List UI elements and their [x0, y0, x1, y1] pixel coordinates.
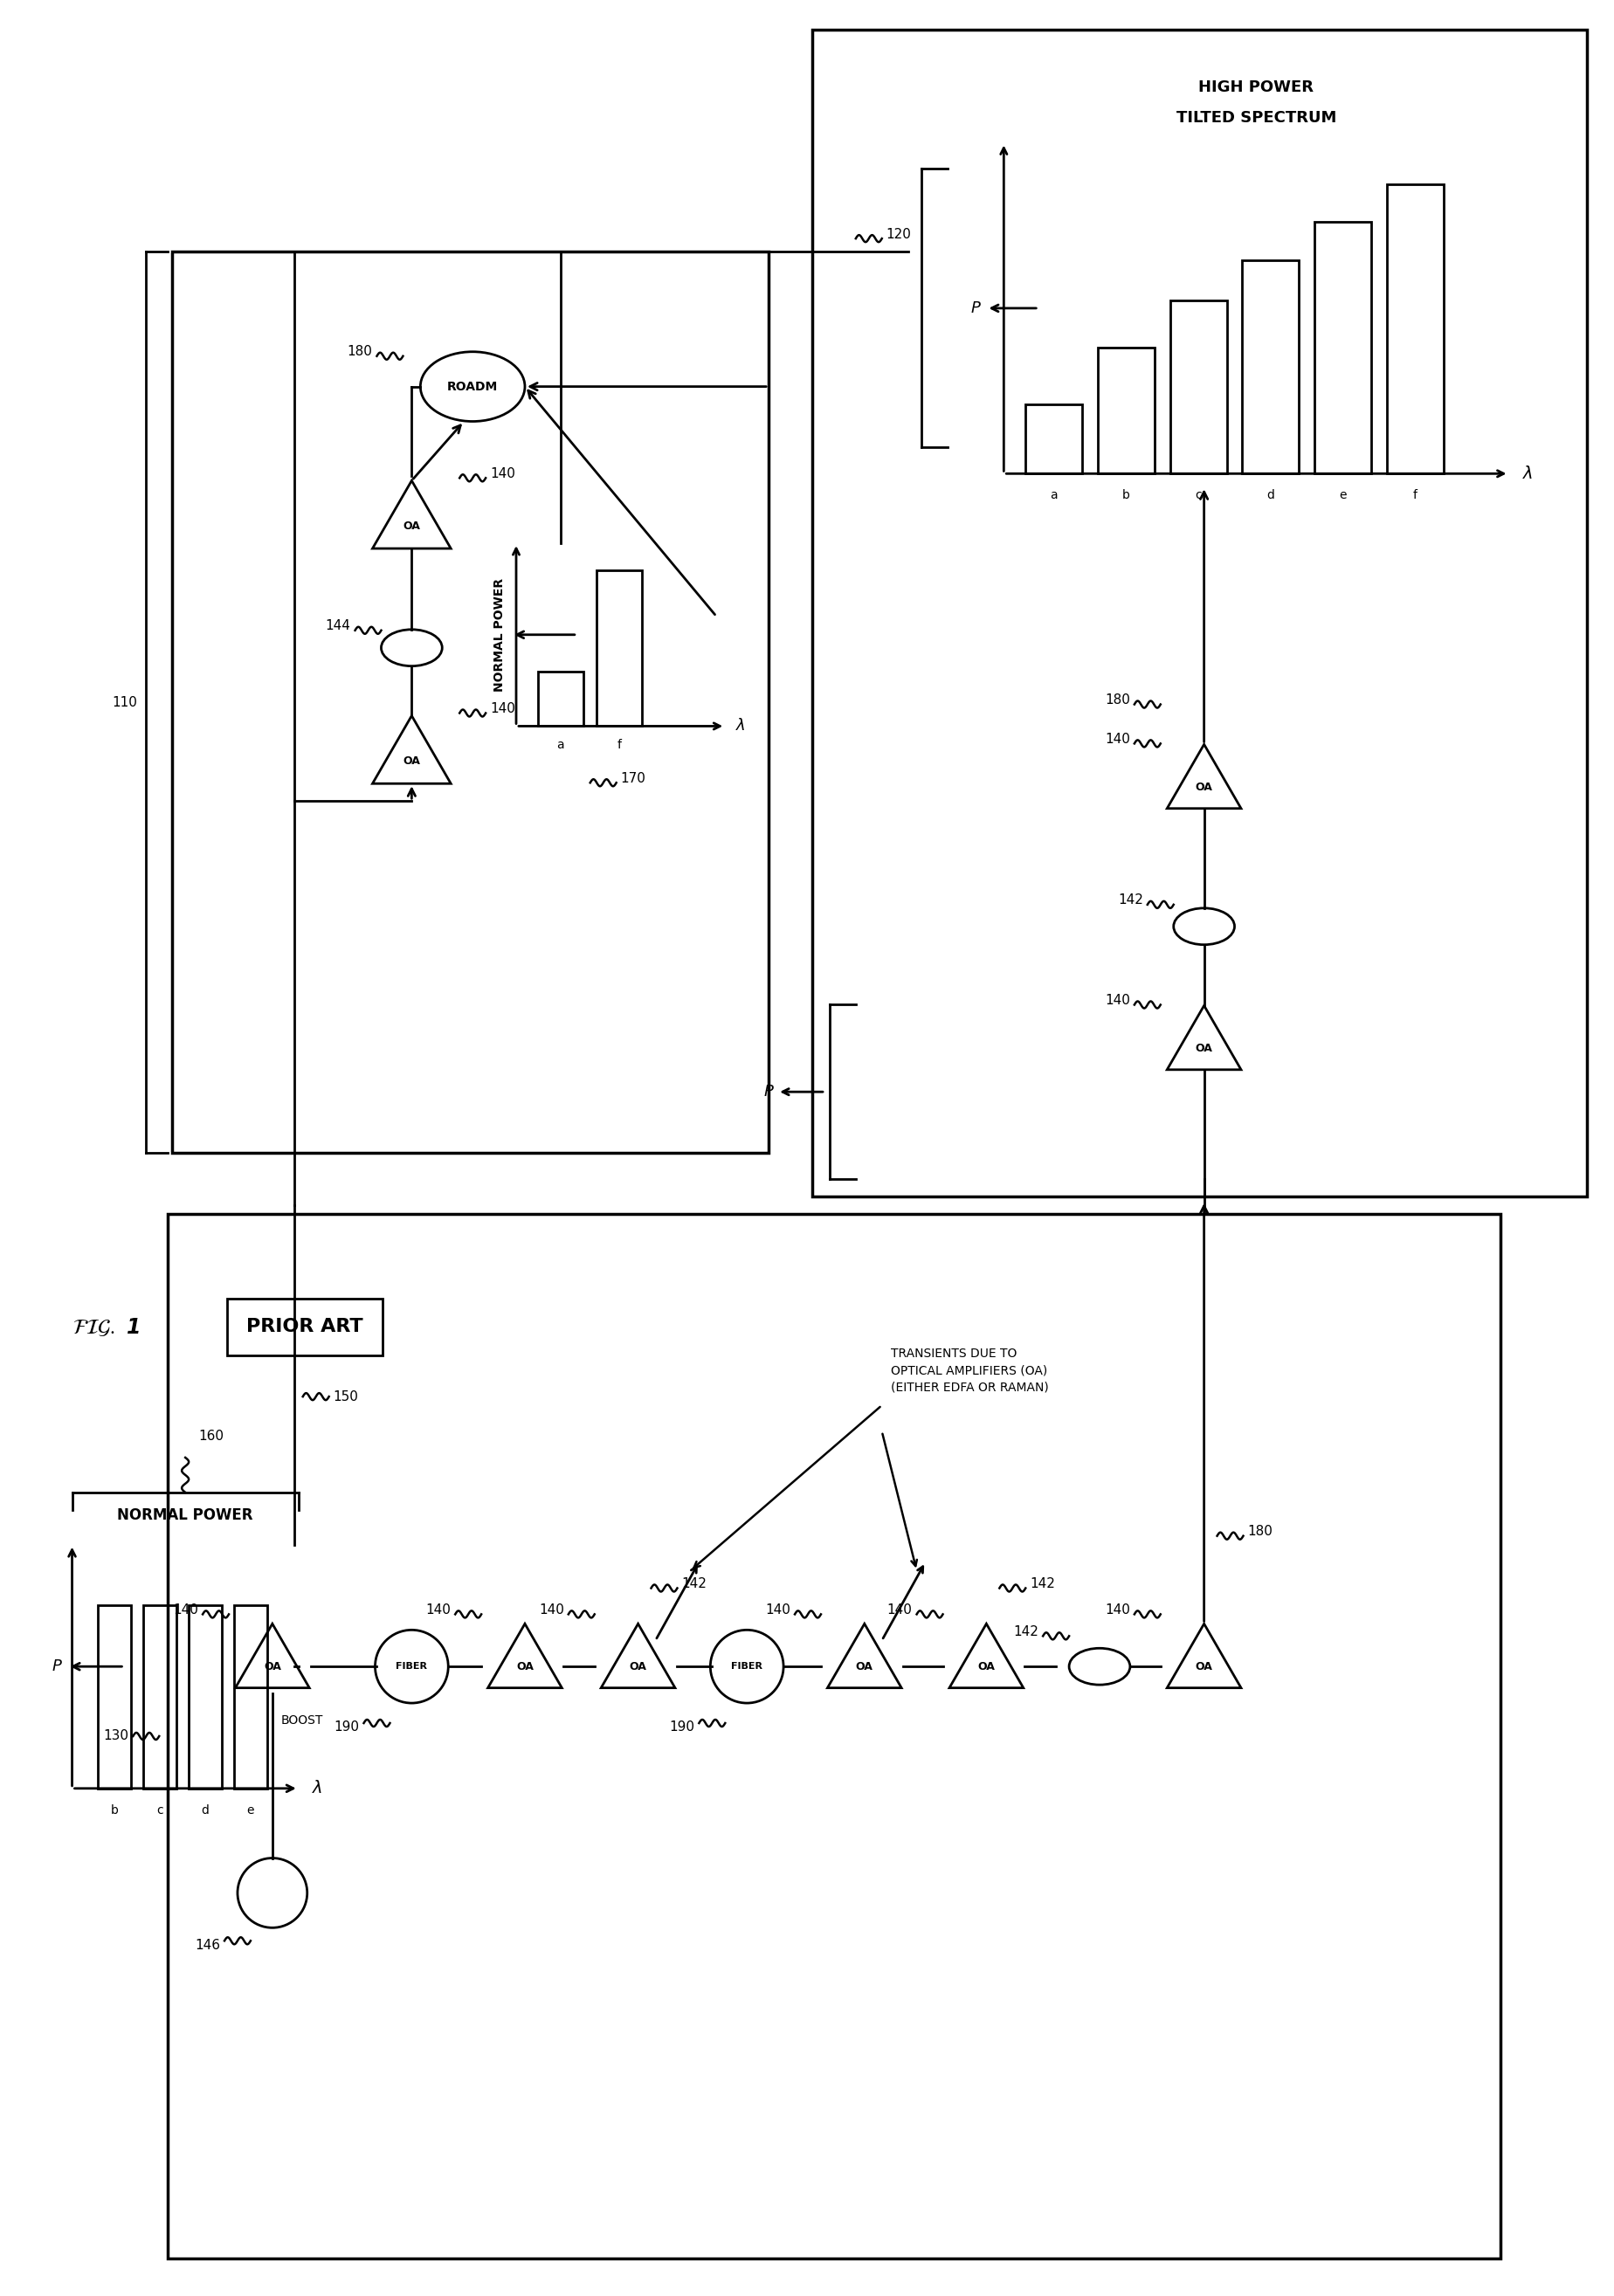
Text: 110: 110: [113, 696, 137, 709]
Text: 144: 144: [326, 620, 350, 634]
Text: OA: OA: [404, 521, 420, 533]
Text: f: f: [1412, 489, 1417, 501]
Bar: [168, 1215, 1499, 2259]
Text: OA: OA: [1196, 1660, 1212, 1671]
Text: NORMAL POWER: NORMAL POWER: [494, 579, 505, 691]
Text: BOOST: BOOST: [281, 1715, 323, 1727]
Text: NORMAL POWER: NORMAL POWER: [118, 1506, 253, 1522]
Text: c: c: [1194, 489, 1202, 501]
Text: OA: OA: [978, 1660, 996, 1671]
Bar: [1386, 184, 1443, 473]
Text: TILTED SPECTRUM: TILTED SPECTRUM: [1177, 110, 1336, 126]
Text: 140: 140: [1106, 1603, 1130, 1616]
Text: P: P: [52, 1658, 61, 1674]
Text: d: d: [202, 1805, 210, 1816]
Text: 142: 142: [1119, 893, 1143, 907]
Text: 142: 142: [681, 1577, 707, 1591]
Text: OA: OA: [1196, 781, 1212, 792]
Text: 146: 146: [195, 1938, 220, 1952]
Text: OA: OA: [1196, 1042, 1212, 1054]
Text: OA: OA: [263, 1660, 281, 1671]
Text: e: e: [1340, 489, 1346, 501]
Text: 142: 142: [1014, 1626, 1039, 1639]
Text: FIBER: FIBER: [395, 1662, 428, 1671]
Text: c: c: [157, 1805, 163, 1816]
Text: 190: 190: [670, 1722, 694, 1733]
Text: 180: 180: [347, 344, 373, 358]
Text: 142: 142: [1030, 1577, 1056, 1591]
Text: d: d: [1267, 489, 1275, 501]
Text: 130: 130: [103, 1729, 129, 1743]
Bar: [173, 253, 768, 1153]
Bar: [812, 30, 1587, 1196]
Text: 140: 140: [173, 1603, 199, 1616]
Text: P: P: [763, 1084, 773, 1100]
Bar: [596, 572, 641, 726]
Text: 180: 180: [1248, 1525, 1273, 1538]
Bar: [1315, 223, 1372, 473]
Bar: [1170, 301, 1227, 473]
Text: 140: 140: [1106, 994, 1130, 1008]
Bar: [189, 1605, 221, 1789]
Bar: [144, 1605, 176, 1789]
Text: 140: 140: [1106, 732, 1130, 746]
Text: b: b: [111, 1805, 118, 1816]
Text: $\mathcal{FIG.}$ 1: $\mathcal{FIG.}$ 1: [73, 1316, 139, 1339]
Text: 140: 140: [426, 1603, 450, 1616]
Text: 140: 140: [491, 703, 515, 716]
Text: ROADM: ROADM: [447, 381, 499, 393]
Text: f: f: [617, 739, 621, 751]
Text: 140: 140: [491, 466, 515, 480]
Text: $\lambda$: $\lambda$: [1522, 466, 1533, 482]
Text: 140: 140: [765, 1603, 791, 1616]
Bar: [1243, 259, 1299, 473]
Text: $\lambda$: $\lambda$: [736, 719, 746, 735]
Text: OA: OA: [629, 1660, 647, 1671]
Text: TRANSIENTS DUE TO
OPTICAL AMPLIFIERS (OA)
(EITHER EDFA OR RAMAN): TRANSIENTS DUE TO OPTICAL AMPLIFIERS (OA…: [891, 1348, 1049, 1394]
Bar: [1025, 404, 1081, 473]
Text: 120: 120: [886, 227, 912, 241]
Text: OA: OA: [516, 1660, 534, 1671]
Text: OA: OA: [855, 1660, 873, 1671]
Text: 160: 160: [199, 1428, 224, 1442]
Text: 150: 150: [334, 1389, 358, 1403]
Text: OA: OA: [404, 755, 420, 767]
Text: 140: 140: [539, 1603, 563, 1616]
Text: a: a: [1051, 489, 1057, 501]
Bar: [1098, 349, 1154, 473]
Text: FIBER: FIBER: [731, 1662, 763, 1671]
Text: e: e: [247, 1805, 255, 1816]
Text: 170: 170: [621, 771, 646, 785]
Text: 140: 140: [888, 1603, 912, 1616]
Text: $\lambda$: $\lambda$: [312, 1779, 323, 1798]
Text: P: P: [970, 301, 980, 317]
Text: 180: 180: [1106, 693, 1130, 707]
Text: HIGH POWER: HIGH POWER: [1199, 78, 1314, 94]
Text: a: a: [557, 739, 565, 751]
Text: 190: 190: [334, 1722, 360, 1733]
Bar: [537, 670, 583, 726]
Text: PRIOR ART: PRIOR ART: [247, 1318, 363, 1336]
Bar: [98, 1605, 131, 1789]
Bar: [234, 1605, 268, 1789]
Text: b: b: [1122, 489, 1130, 501]
